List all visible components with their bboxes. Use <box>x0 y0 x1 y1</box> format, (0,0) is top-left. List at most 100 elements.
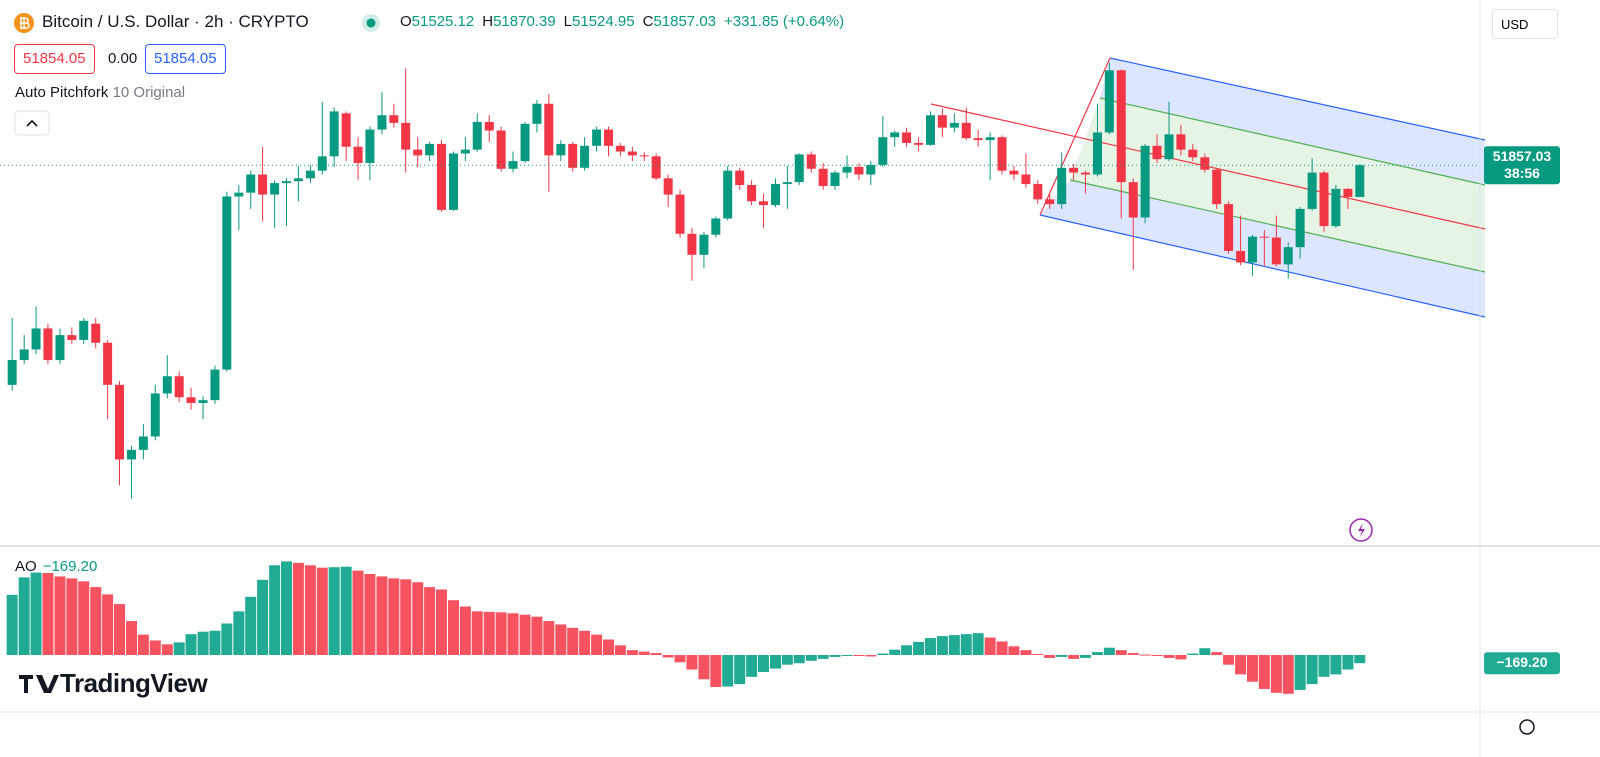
settings-icon[interactable] <box>1519 719 1535 735</box>
ao-last-box <box>1484 652 1560 675</box>
candle-body <box>1176 134 1186 150</box>
candle-body <box>472 121 482 150</box>
candle-body <box>937 115 947 128</box>
ao-bar <box>746 655 758 677</box>
ao-bar <box>1020 650 1032 656</box>
ao-bar <box>710 655 722 688</box>
candle-body <box>580 145 590 168</box>
ao-bar <box>304 565 316 656</box>
candle-body <box>270 183 280 195</box>
indicator-params: 10 Original <box>112 84 186 101</box>
collapse-icon <box>26 119 38 127</box>
candle-body <box>341 113 351 147</box>
ohlc-value: 51870.39 <box>493 13 556 30</box>
candle-body <box>484 121 494 131</box>
event-glyph <box>1358 523 1365 537</box>
ao-bar <box>388 578 400 656</box>
ao-bar <box>1246 655 1258 682</box>
candle-body <box>1164 134 1174 160</box>
ao-bar <box>1282 655 1294 694</box>
marks <box>0 62 1480 694</box>
ao-bar <box>889 649 901 656</box>
ao-bar <box>1127 653 1139 656</box>
ao-bar <box>1235 655 1247 675</box>
candle-body <box>1057 167 1067 205</box>
last-price-label: 51857.03 <box>1493 148 1552 164</box>
candle-body <box>675 194 685 234</box>
ao-bar <box>865 655 877 657</box>
ao-bar <box>102 594 114 656</box>
ao-bar <box>471 611 483 656</box>
ao-bar <box>853 655 865 657</box>
candle-body <box>186 397 196 404</box>
candle-body <box>91 323 101 343</box>
candle-body <box>842 166 852 173</box>
ao-bar <box>698 655 710 680</box>
ao-bar <box>161 644 173 656</box>
candle-body <box>1128 182 1138 218</box>
ao-bar <box>257 579 269 656</box>
ao-bar <box>280 561 292 656</box>
candle-body <box>866 164 876 175</box>
ao-bar <box>113 604 125 656</box>
candle-body <box>413 149 423 156</box>
ao-bar <box>662 655 674 658</box>
ao-bar <box>996 641 1008 656</box>
ao-value: −169.20 <box>42 558 98 575</box>
ao-bar <box>42 573 54 656</box>
ao-bar <box>650 653 662 656</box>
candle-body <box>150 393 160 437</box>
candle-body <box>198 400 208 404</box>
candle-body <box>1092 132 1102 175</box>
ao-bar <box>769 655 781 669</box>
ao-bar <box>54 576 66 656</box>
candle-body <box>436 143 446 210</box>
candle-body <box>162 376 172 394</box>
candle-body <box>854 166 864 175</box>
candle-body <box>425 143 435 156</box>
ohlc-letter: H <box>482 13 494 30</box>
candle-body <box>258 174 268 195</box>
candle-body <box>603 129 613 146</box>
candle-body <box>711 218 721 235</box>
candle-body <box>353 146 363 164</box>
candle-body <box>1259 236 1269 238</box>
ao-bar <box>1318 655 1330 677</box>
ao-bar <box>424 587 436 656</box>
ao-bar <box>209 630 221 656</box>
candle-body <box>1069 167 1079 173</box>
ao-bar <box>579 630 591 656</box>
ao-bar <box>1139 654 1151 656</box>
pitchfork <box>930 57 1486 318</box>
ao-bar <box>638 651 650 656</box>
ao-bar <box>400 579 412 656</box>
ao-bar <box>936 636 948 656</box>
pitchfork-lower-line <box>1039 214 1486 318</box>
ohlc-letter: O <box>400 13 412 30</box>
candle-body <box>1212 169 1222 205</box>
candle-body <box>651 156 661 179</box>
ao-bar <box>1342 655 1354 670</box>
candle-body <box>1307 172 1317 209</box>
ao-bar <box>686 655 698 670</box>
candle-body <box>1343 188 1353 197</box>
ao-bar <box>1079 655 1091 658</box>
candle-body <box>1319 172 1329 227</box>
candle-body <box>949 122 959 128</box>
buy-button[interactable]: 51854.05 <box>145 44 226 74</box>
candle-body <box>1152 145 1162 160</box>
candle-body <box>460 149 470 154</box>
candle-body <box>520 123 530 162</box>
candle-body <box>210 369 220 401</box>
collapse-button[interactable] <box>14 110 50 136</box>
currency-select[interactable]: USD <box>1492 9 1558 39</box>
ao-bar <box>1151 655 1163 657</box>
ao-bar <box>531 616 543 656</box>
candle-body <box>747 185 757 202</box>
ao-bar <box>292 562 304 656</box>
ao-bar <box>781 655 793 665</box>
coin-glyph <box>20 17 30 29</box>
sell-button[interactable]: 51854.05 <box>14 44 95 74</box>
market-status-dot <box>366 18 376 28</box>
